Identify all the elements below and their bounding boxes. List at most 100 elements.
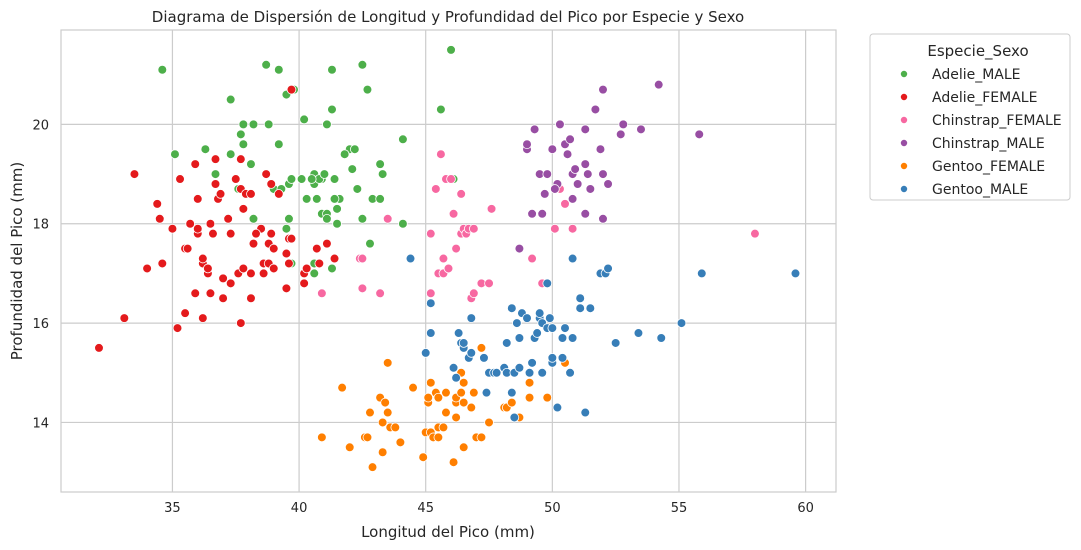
plot-frame bbox=[60, 29, 837, 493]
point-adelie-female bbox=[312, 243, 322, 254]
point-adelie-female bbox=[215, 189, 226, 199]
point-gentoo-male bbox=[512, 318, 522, 328]
point-adelie-female bbox=[198, 253, 208, 264]
point-adelie-female bbox=[192, 223, 203, 234]
point-gentoo-male bbox=[501, 338, 512, 348]
point-gentoo-female bbox=[408, 382, 418, 393]
point-gentoo-female bbox=[390, 422, 401, 433]
point-adelie-male bbox=[306, 174, 317, 184]
point-chinstrap-male bbox=[547, 144, 558, 155]
point-gentoo-male bbox=[466, 348, 477, 358]
point-chinstrap-male bbox=[582, 169, 593, 179]
point-adelie-male bbox=[357, 59, 368, 70]
point-gentoo-female bbox=[425, 377, 436, 388]
point-gentoo-male bbox=[405, 253, 416, 264]
x-tick-label: 35 bbox=[164, 501, 181, 516]
point-adelie-female bbox=[268, 243, 279, 254]
point-gentoo-male bbox=[458, 338, 469, 348]
point-adelie-male bbox=[319, 169, 330, 179]
point-adelie-female bbox=[268, 263, 279, 274]
point-adelie-female bbox=[142, 263, 152, 274]
point-adelie-male bbox=[246, 159, 256, 169]
point-adelie-female bbox=[208, 228, 218, 239]
point-adelie-male bbox=[357, 213, 368, 224]
point-gentoo-male bbox=[603, 263, 613, 274]
point-gentoo-male bbox=[547, 323, 558, 333]
data-points bbox=[94, 45, 801, 472]
legend-marker-adelie-female bbox=[900, 93, 909, 102]
point-adelie-female bbox=[182, 243, 193, 254]
point-adelie-female bbox=[94, 343, 104, 353]
point-gentoo-male bbox=[425, 298, 436, 309]
point-gentoo-female bbox=[367, 462, 378, 472]
point-adelie-male bbox=[274, 139, 284, 150]
legend-label-gentoo-male: Gentoo_MALE bbox=[932, 182, 1028, 198]
point-adelie-male bbox=[238, 119, 249, 130]
point-adelie-female bbox=[185, 218, 195, 229]
point-gentoo-male bbox=[522, 313, 532, 323]
point-gentoo-male bbox=[453, 328, 464, 338]
point-gentoo-male bbox=[425, 328, 436, 338]
legend-marker-chinstrap-female bbox=[900, 116, 909, 125]
point-gentoo-female bbox=[441, 387, 451, 398]
point-gentoo-female bbox=[362, 432, 373, 443]
point-gentoo-male bbox=[552, 402, 563, 413]
point-adelie-female bbox=[190, 159, 201, 169]
legend-title: Especie_Sexo bbox=[927, 42, 1028, 61]
point-gentoo-female bbox=[542, 392, 553, 403]
point-adelie-male bbox=[352, 184, 363, 194]
point-gentoo-male bbox=[534, 308, 545, 318]
point-gentoo-female bbox=[382, 407, 393, 418]
point-gentoo-male bbox=[420, 348, 431, 358]
legend-items: Adelie_MALE Adelie_FEMALE Chinstrap_FEMALE… bbox=[900, 67, 1062, 198]
point-adelie-female bbox=[286, 233, 297, 244]
point-adelie-male bbox=[263, 119, 274, 130]
point-adelie-male bbox=[261, 59, 271, 70]
point-chinstrap-male bbox=[618, 119, 629, 130]
x-axis-label: Longitud del Pico (mm) bbox=[361, 523, 535, 541]
point-adelie-male bbox=[299, 114, 309, 125]
point-adelie-male bbox=[327, 104, 337, 115]
point-chinstrap-male bbox=[514, 243, 525, 254]
point-gentoo-female bbox=[524, 392, 535, 403]
point-adelie-female bbox=[152, 199, 163, 209]
point-adelie-male bbox=[286, 174, 297, 184]
point-gentoo-female bbox=[441, 407, 451, 418]
point-adelie-female bbox=[192, 194, 203, 204]
point-chinstrap-female bbox=[357, 253, 368, 264]
point-gentoo-male bbox=[466, 313, 477, 323]
point-adelie-male bbox=[375, 194, 385, 204]
point-gentoo-male bbox=[448, 363, 459, 373]
point-adelie-female bbox=[175, 174, 185, 184]
point-gentoo-female bbox=[365, 407, 375, 418]
point-chinstrap-female bbox=[527, 253, 537, 264]
point-gentoo-male bbox=[656, 333, 667, 343]
legend: Especie_Sexo Adelie_MALE Adelie_FEMALE Chi… bbox=[869, 33, 1071, 201]
point-chinstrap-male bbox=[570, 164, 580, 174]
point-adelie-female bbox=[248, 238, 259, 249]
point-chinstrap-female bbox=[382, 213, 393, 224]
point-gentoo-male bbox=[557, 353, 568, 363]
point-chinstrap-female bbox=[484, 278, 494, 289]
point-chinstrap-female bbox=[425, 228, 436, 239]
point-gentoo-male bbox=[565, 367, 575, 378]
point-chinstrap-male bbox=[572, 179, 583, 189]
legend-marker-adelie-male bbox=[900, 70, 909, 79]
point-adelie-male bbox=[248, 119, 259, 130]
point-chinstrap-female bbox=[431, 184, 441, 194]
point-gentoo-male bbox=[491, 367, 502, 378]
point-adelie-male bbox=[170, 149, 180, 159]
point-gentoo-male bbox=[790, 268, 801, 279]
legend-label-adelie-female: Adelie_FEMALE bbox=[932, 90, 1037, 106]
point-gentoo-male bbox=[560, 323, 570, 333]
point-adelie-female bbox=[284, 258, 294, 269]
point-adelie-female bbox=[210, 154, 221, 164]
point-adelie-female bbox=[236, 154, 246, 164]
point-adelie-male bbox=[225, 149, 236, 159]
point-gentoo-female bbox=[456, 387, 466, 398]
point-gentoo-male bbox=[567, 253, 578, 264]
point-adelie-male bbox=[296, 174, 307, 184]
point-gentoo-male bbox=[527, 358, 537, 368]
point-adelie-female bbox=[203, 263, 213, 274]
